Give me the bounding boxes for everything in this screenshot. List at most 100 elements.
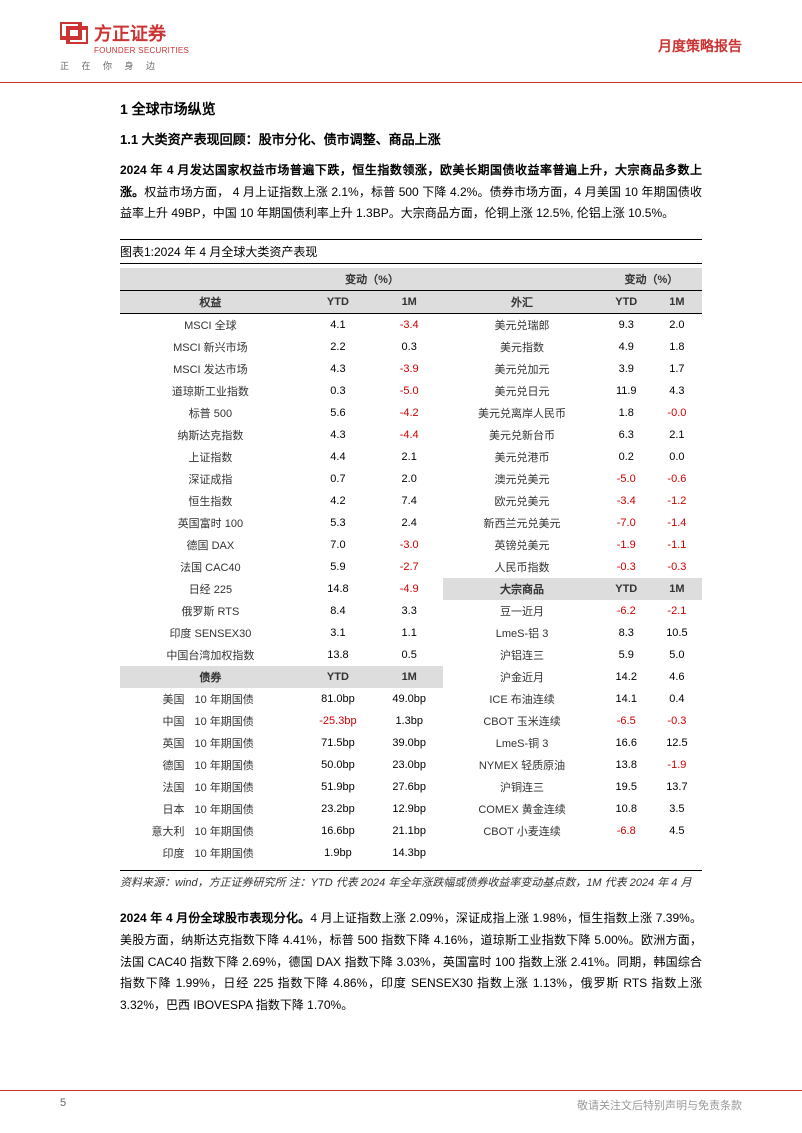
table-cell: 1.7 [652, 358, 702, 380]
table-cell: 23.2bp [301, 798, 375, 820]
table-cell: 3.3 [375, 600, 443, 622]
m1-header-4: 1M [375, 666, 443, 688]
table-cell: 0.2 [601, 446, 652, 468]
table-cell: NYMEX 轻质原油 [443, 754, 600, 776]
table-cell: 美元兑港币 [443, 446, 600, 468]
table-cell: 10.5 [652, 622, 702, 644]
table-cell: 标普 500 [120, 402, 301, 424]
table-cell: -0.3 [652, 710, 702, 732]
table-cell: 49.0bp [375, 688, 443, 710]
table-cell: 7.0 [301, 534, 375, 556]
table-cell: CBOT 玉米连续 [443, 710, 600, 732]
table-cell: 27.6bp [375, 776, 443, 798]
table-cell: 12.9bp [375, 798, 443, 820]
change-header-right: 变动（%） [601, 268, 702, 291]
table-row: 印度10 年期国债1.9bp14.3bp [120, 842, 702, 864]
table-cell: -7.0 [601, 512, 652, 534]
table-cell: 5.6 [301, 402, 375, 424]
ytd-header-1: YTD [301, 290, 375, 313]
table-cell: MSCI 全球 [120, 313, 301, 336]
table-cell: 法国 CAC40 [120, 556, 301, 578]
logo-text-cn: 方正证券 [94, 20, 166, 46]
report-type: 月度策略报告 [658, 36, 742, 56]
table-cell: LmeS-铝 3 [443, 622, 600, 644]
table-cell: 10 年期国债 [190, 754, 300, 776]
m1-header-1: 1M [375, 290, 443, 313]
table-row: 债券YTD1M沪金近月14.24.6 [120, 666, 702, 688]
table-cell: 4.9 [601, 336, 652, 358]
table-cell: 0.3 [301, 380, 375, 402]
table-cell: 新西兰元兑美元 [443, 512, 600, 534]
table-cell: -2.7 [375, 556, 443, 578]
asset-performance-table: 变动（%） 变动（%） 权益 YTD 1M 外汇 YTD 1M MSCI 全球4… [120, 268, 702, 864]
source-note: 资料来源：wind，方正证券研究所 注：YTD 代表 2024 年全年涨跌幅或债… [120, 870, 702, 893]
table-cell: 英国 [120, 732, 190, 754]
table-cell: 13.7 [652, 776, 702, 798]
table-row: 英国富时 1005.32.4新西兰元兑美元-7.0-1.4 [120, 512, 702, 534]
table-cell: 10 年期国债 [190, 776, 300, 798]
table-cell: 1.1 [375, 622, 443, 644]
table-cell: 3.1 [301, 622, 375, 644]
table-cell: 14.3bp [375, 842, 443, 864]
table-cell: -5.0 [601, 468, 652, 490]
table-row: 法国10 年期国债51.9bp27.6bp沪铜连三19.513.7 [120, 776, 702, 798]
table-row: 日经 22514.8-4.9大宗商品YTD1M [120, 578, 702, 600]
table-cell: 13.8 [601, 754, 652, 776]
page-header: 方正证券 FOUNDER SECURITIES 正 在 你 身 边 月度策略报告 [0, 0, 802, 83]
table-cell: 4.6 [652, 666, 702, 688]
m1-header-2: 1M [652, 290, 702, 313]
table-cell: -3.9 [375, 358, 443, 380]
table-cell: 10 年期国债 [190, 710, 300, 732]
table-cell: -3.0 [375, 534, 443, 556]
table-cell: 美元兑瑞郎 [443, 313, 600, 336]
table-cell: 10 年期国债 [190, 842, 300, 864]
table-cell: 上证指数 [120, 446, 301, 468]
para2-bold: 2024 年 4 月份全球股市表现分化。 [120, 911, 310, 925]
para1-rest: 权益市场方面， 4 月上证指数上涨 2.1%，标普 500 下降 4.2%。债券… [120, 185, 702, 221]
table-cell: 5.0 [652, 644, 702, 666]
table-cell: 2.2 [301, 336, 375, 358]
table-cell: 6.3 [601, 424, 652, 446]
table-cell: 欧元兑美元 [443, 490, 600, 512]
table-cell: 0.4 [652, 688, 702, 710]
table-cell: -3.4 [601, 490, 652, 512]
paragraph-2: 2024 年 4 月份全球股市表现分化。4 月上证指数上涨 2.09%，深证成指… [120, 908, 702, 1016]
table-cell: 10 年期国债 [190, 688, 300, 710]
table-cell: 0.7 [301, 468, 375, 490]
table-cell: 法国 [120, 776, 190, 798]
table-cell: 5.9 [301, 556, 375, 578]
table-cell: -5.0 [375, 380, 443, 402]
table-cell: 俄罗斯 RTS [120, 600, 301, 622]
table-cell: LmeS-铜 3 [443, 732, 600, 754]
table-cell: 印度 [120, 842, 190, 864]
table-cell: 美国 [120, 688, 190, 710]
table-cell: 51.9bp [301, 776, 375, 798]
table-cell: -1.9 [601, 534, 652, 556]
commodity-header: 大宗商品 [443, 578, 600, 600]
table-cell: 印度 SENSEX30 [120, 622, 301, 644]
table-cell: 13.8 [301, 644, 375, 666]
table-cell: 4.3 [301, 358, 375, 380]
ytd-header-3: YTD [601, 578, 652, 600]
table-cell: 5.3 [301, 512, 375, 534]
table-cell: 21.1bp [375, 820, 443, 842]
table-cell: CBOT 小麦连续 [443, 820, 600, 842]
table-row: 道琼斯工业指数0.3-5.0美元兑日元11.94.3 [120, 380, 702, 402]
table-row: 中国10 年期国债-25.3bp1.3bpCBOT 玉米连续-6.5-0.3 [120, 710, 702, 732]
table-cell: 4.2 [301, 490, 375, 512]
table-cell: -2.1 [652, 600, 702, 622]
table-cell: 德国 [120, 754, 190, 776]
table-cell: 美元兑新台币 [443, 424, 600, 446]
table-row: 美国10 年期国债81.0bp49.0bpICE 布油连续14.10.4 [120, 688, 702, 710]
table-cell: 50.0bp [301, 754, 375, 776]
table-row: 日本10 年期国债23.2bp12.9bpCOMEX 黄金连续10.83.5 [120, 798, 702, 820]
paragraph-1: 2024 年 4 月发达国家权益市场普遍下跌，恒生指数领涨，欧美长期国债收益率普… [120, 160, 702, 225]
table-cell: -4.4 [375, 424, 443, 446]
change-header-left: 变动（%） [301, 268, 444, 291]
table-cell: 23.0bp [375, 754, 443, 776]
table-cell: -0.3 [652, 556, 702, 578]
table-row: 标普 5005.6-4.2美元兑离岸人民币1.8-0.0 [120, 402, 702, 424]
table-cell: 2.0 [652, 313, 702, 336]
table-cell: 1.8 [601, 402, 652, 424]
table-row: 法国 CAC405.9-2.7人民币指数-0.3-0.3 [120, 556, 702, 578]
